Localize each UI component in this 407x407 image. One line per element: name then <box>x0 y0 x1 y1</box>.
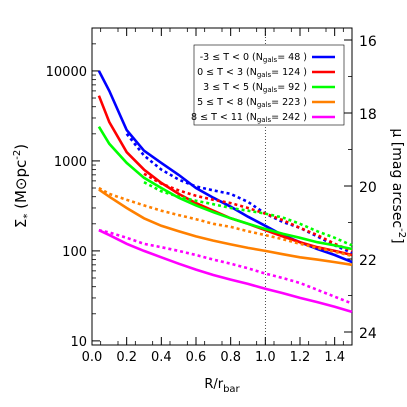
x-tick-label: 1.0 <box>255 350 276 365</box>
y2-axis-label: μ [mag arcsec-2] <box>389 128 407 243</box>
series-1-dotted-line <box>125 132 353 255</box>
x-tick-label: 0.2 <box>116 350 137 365</box>
y-axis: 10 100 1000 10000 <box>46 27 100 350</box>
legend: -3 ≤ T < 0 (Ngals= 48 ) 0 ≤ T < 3 (Ngals=… <box>191 44 345 126</box>
y2-tick-label: 24 <box>359 326 377 342</box>
y2-tick-label: 20 <box>359 180 377 196</box>
y-tick-label: 10000 <box>46 65 87 80</box>
y-tick-label: 10 <box>70 335 87 350</box>
y-tick-label: 100 <box>62 245 87 260</box>
x-tick-label: 0.4 <box>151 350 172 365</box>
series-4-dotted-line <box>98 186 353 258</box>
y-tick-label: 1000 <box>54 155 87 170</box>
x-tick-label: 1.4 <box>324 350 345 365</box>
legend-box <box>193 44 345 126</box>
legend-label: 3 ≤ T < 5 (Ngals= 92 ) <box>203 82 307 94</box>
x-tick-label: 0.8 <box>220 350 241 365</box>
x-tick-label: 1.2 <box>290 350 311 365</box>
legend-label: 5 ≤ T < 8 (Ngals= 223 ) <box>197 97 307 109</box>
series-5-dotted-line <box>98 228 353 305</box>
y2-tick-label: 16 <box>359 34 377 50</box>
x-tick-label: 0.0 <box>82 350 103 365</box>
x-tick-label: 0.6 <box>186 350 207 365</box>
x-axis: 0.0 0.2 0.4 0.6 0.8 1.0 1.2 1.4 <box>82 28 345 365</box>
series-5-solid-line <box>98 229 353 314</box>
series-2-dotted-line <box>143 172 353 253</box>
series-4-solid-line <box>98 188 353 267</box>
legend-label: 8 ≤ T < 11 (Ngals= 242 ) <box>191 112 307 124</box>
y2-tick-label: 18 <box>359 107 377 123</box>
legend-label: 0 ≤ T < 3 (Ngals= 124 ) <box>197 67 307 79</box>
y-axis-label: Σ* (M⊙pc-2) <box>12 144 33 228</box>
y2-tick-label: 22 <box>359 253 377 269</box>
y2-axis: 16 18 20 22 24 <box>344 34 377 342</box>
x-axis-label: R/rbar <box>204 377 240 395</box>
series-layer <box>97 70 353 314</box>
series-3-solid-line <box>97 126 353 251</box>
legend-label: -3 ≤ T < 0 (Ngals= 48 ) <box>200 52 307 64</box>
